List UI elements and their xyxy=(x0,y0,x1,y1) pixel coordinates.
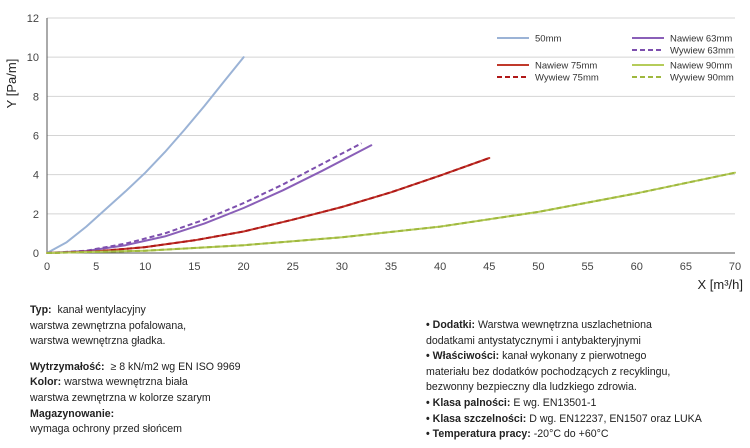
typ-label: Typ: xyxy=(30,304,52,316)
typ-line-3: warstwa wewnętrzna gładka. xyxy=(30,335,166,348)
klasa-szczelnosci-value: D wg. EN12237, EN1507 oraz LUKA xyxy=(529,412,702,425)
klasa-palnosci-line: • Klasa palności: E wg. EN13501-1 xyxy=(426,396,702,412)
x-tick-label: 15 xyxy=(188,261,200,273)
bullet: • xyxy=(426,396,430,409)
x-axis-title: X [m³/h] xyxy=(697,277,743,292)
kolor-line-2: warstwa zewnętrzna w kolorze szarym xyxy=(30,391,211,404)
legend-label: Wywiew 90mm xyxy=(670,73,734,84)
legend-label: Wywiew 75mm xyxy=(535,73,599,84)
x-tick-label: 35 xyxy=(385,261,397,273)
dodatki-line-2: dodatkami antystatycznymi i antybakteryj… xyxy=(426,334,641,347)
y-tick-label: 0 xyxy=(33,248,39,260)
x-tick-label: 5 xyxy=(93,261,99,273)
magazynowanie-label: Magazynowanie: xyxy=(30,407,115,420)
x-tick-label: 65 xyxy=(680,261,692,273)
dodatki-line: • Dodatki: Warstwa wewnętrzna uszlachetn… xyxy=(426,318,702,334)
series-line xyxy=(46,157,491,254)
wlasciwosci-line-3: bezwonny bezpieczny dla ludzkiego zdrowi… xyxy=(426,381,637,394)
bullet: • xyxy=(426,412,430,425)
dodatki-label: Dodatki: xyxy=(432,319,476,331)
x-tick-label: 45 xyxy=(483,261,495,273)
wlasciwosci-line: • Właściwości: kanał wykonany z pierwotn… xyxy=(426,349,702,365)
axes: 0 2 4 6 8 10 12 0 5 10 15 20 25 30 35 40 45 50 55 60 65 70 Y [… xyxy=(4,13,743,292)
wytrzymalosc-line: Wytrzymałość: ≥ 8 kN/m2 wg EN ISO 9969 xyxy=(30,360,241,376)
y-axis-title: Y [Pa/m] xyxy=(4,59,19,109)
klasa-szczelnosci-label: Klasa szczelności: xyxy=(432,412,527,425)
x-tick-label: 50 xyxy=(532,261,544,273)
wlasciwosci-value: kanał wykonany z pierwotnego xyxy=(502,350,647,363)
series-line xyxy=(46,142,362,254)
legend-label: 50mm xyxy=(535,34,561,45)
y-tick-label: 8 xyxy=(33,91,39,103)
legend-label: Nawiew 90mm xyxy=(670,61,732,72)
wytrzymalosc-label: Wytrzymałość: xyxy=(30,360,105,373)
klasa-palnosci-label: Klasa palności: xyxy=(432,396,511,409)
y-tick-label: 4 xyxy=(33,170,39,182)
klasa-palnosci-value: E wg. EN13501-1 xyxy=(513,396,597,409)
wytrzymalosc-value: ≥ 8 kN/m2 wg EN ISO 9969 xyxy=(110,360,241,373)
temperatura-line: • Temperatura pracy: -20°C do +60°C xyxy=(426,427,702,443)
y-tick-label: 6 xyxy=(33,131,39,143)
y-tick-label: 12 xyxy=(27,13,39,25)
bullet: • xyxy=(426,319,430,331)
dodatki-value: Warstwa wewnętrzna uszlachetniona xyxy=(478,319,652,331)
kolor-label: Kolor: xyxy=(30,376,62,389)
y-tick-label: 2 xyxy=(33,209,39,221)
series-line xyxy=(46,157,490,254)
pressure-loss-chart: 0 2 4 6 8 10 12 0 5 10 15 20 25 30 35 40 45 50 55 60 65 70 Y [… xyxy=(4,13,743,292)
y-tick-label: 10 xyxy=(27,52,39,64)
legend-label: Wywiew 63mm xyxy=(670,46,734,57)
product-info-right: • Dodatki: Warstwa wewnętrzna uszlachetn… xyxy=(426,318,702,443)
typ-line: Typ: kanał wentylacyjny xyxy=(30,303,241,319)
x-tick-label: 40 xyxy=(434,261,446,273)
x-tick-label: 30 xyxy=(336,261,348,273)
magazynowanie-line: Magazynowanie: xyxy=(30,407,241,423)
typ-line-2: warstwa zewnętrzna pofalowana, xyxy=(30,319,187,332)
series-line xyxy=(46,171,736,254)
wlasciwosci-line-2: materiału bez dodatków pochodzących z re… xyxy=(426,365,671,378)
legend-label: Nawiew 63mm xyxy=(670,34,732,45)
x-tick-label: 25 xyxy=(287,261,299,273)
x-tick-label: 55 xyxy=(581,261,593,273)
x-tick-label: 60 xyxy=(631,261,643,273)
temperatura-value: -20°C do +60°C xyxy=(533,428,609,441)
bullet: • xyxy=(426,428,430,441)
x-tick-label: 10 xyxy=(139,261,151,273)
kolor-line: Kolor: warstwa wewnętrzna biała xyxy=(30,375,241,391)
klasa-szczelnosci-line: • Klasa szczelności: D wg. EN12237, EN15… xyxy=(426,412,702,428)
x-tick-label: 20 xyxy=(237,261,249,273)
x-tick-label: 70 xyxy=(729,261,741,273)
series-line xyxy=(46,171,736,254)
magazynowanie-value: wymaga ochrony przed słońcem xyxy=(30,423,182,436)
typ-value: kanał wentylacyjny xyxy=(57,304,146,316)
x-tick-label: 0 xyxy=(44,261,50,273)
kolor-value: warstwa wewnętrzna biała xyxy=(64,376,188,389)
bullet: • xyxy=(426,350,430,363)
series-line xyxy=(46,56,245,254)
grid-lines xyxy=(47,17,735,215)
legend-label: Nawiew 75mm xyxy=(535,61,597,72)
series-lines xyxy=(46,56,736,254)
product-info-left: Typ: kanał wentylacyjny warstwa zewnętrz… xyxy=(30,303,241,438)
wlasciwosci-label: Właściwości: xyxy=(432,350,500,363)
temperatura-label: Temperatura pracy: xyxy=(432,428,531,441)
